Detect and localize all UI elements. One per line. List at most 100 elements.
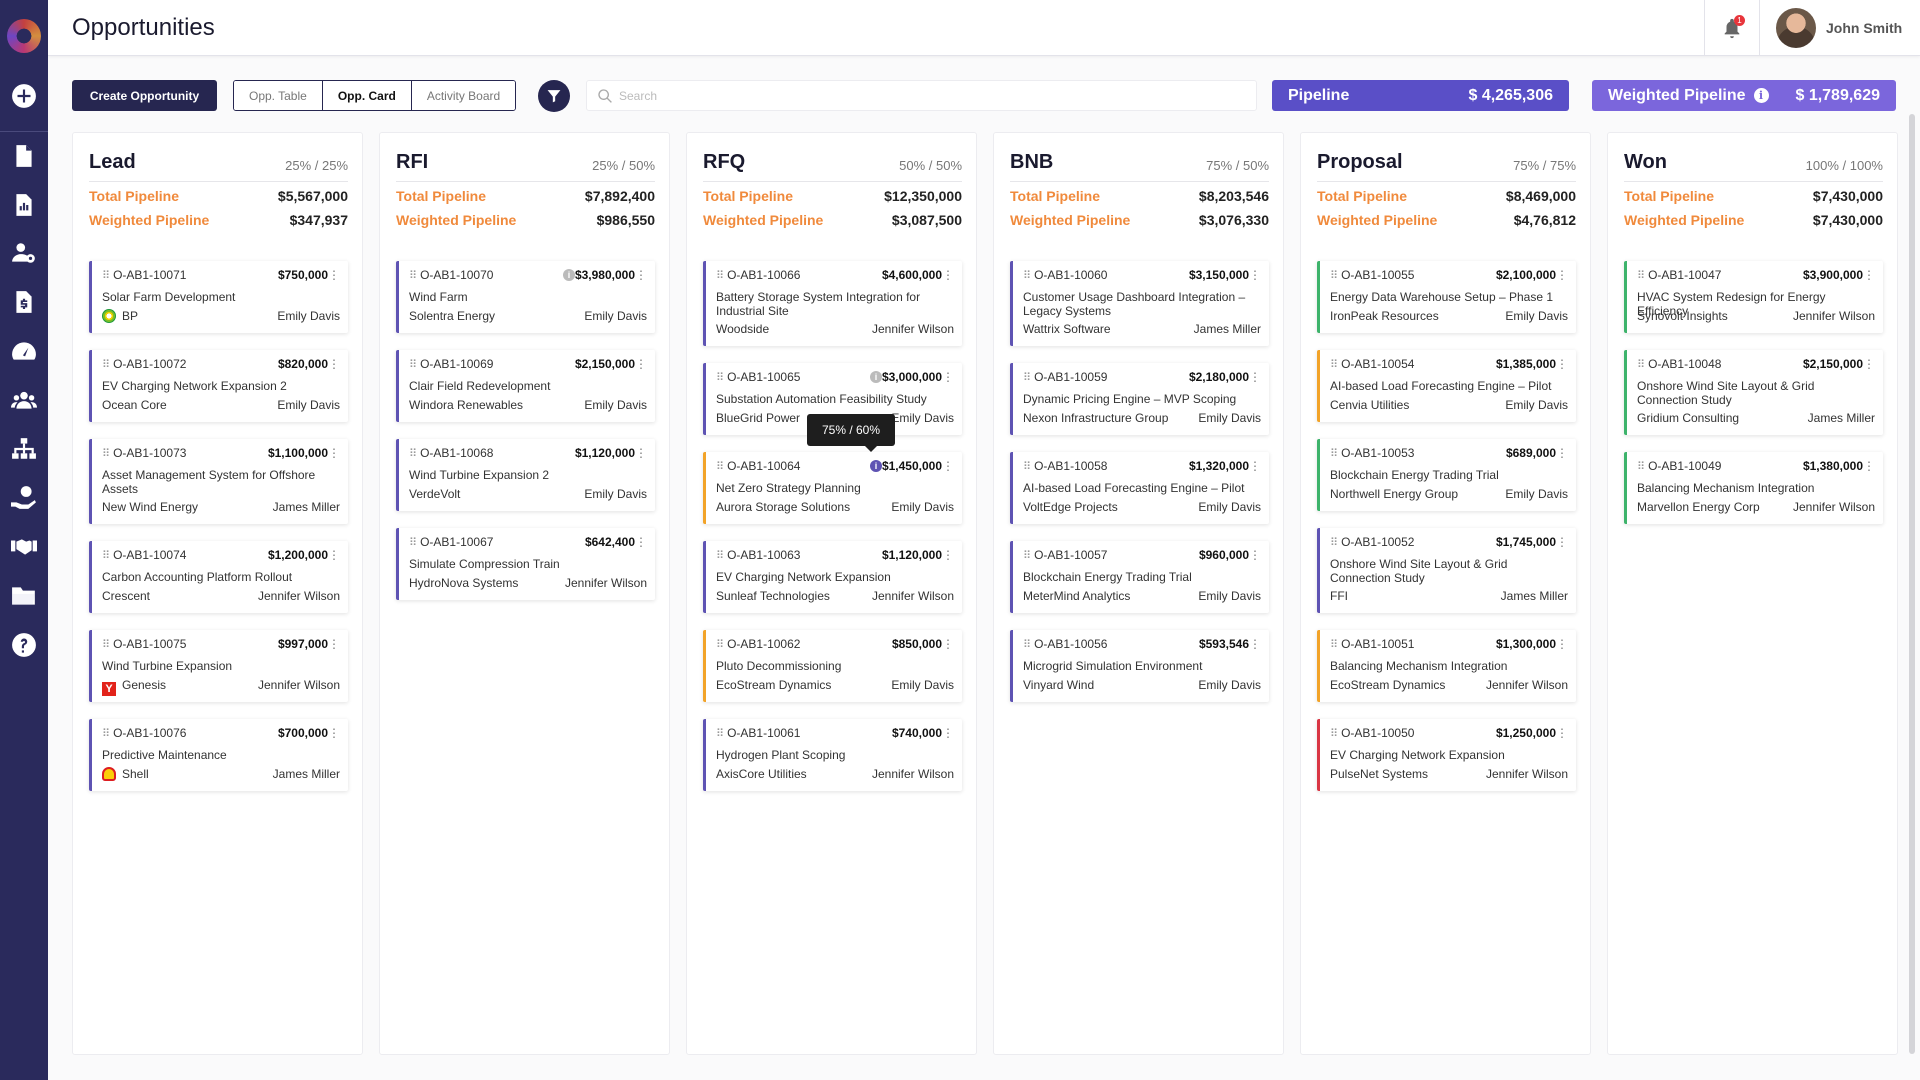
drag-handle-icon[interactable]: ⠿ bbox=[102, 448, 111, 460]
drag-handle-icon[interactable]: ⠿ bbox=[1637, 359, 1646, 371]
more-options-icon[interactable]: ⋮ bbox=[1249, 459, 1261, 473]
drag-handle-icon[interactable]: ⠿ bbox=[716, 639, 725, 651]
team-icon[interactable] bbox=[0, 380, 48, 420]
opportunity-card[interactable]: ⠿ O-AB1-10064 $1,450,000 ⋮ i Net Zero Strateg… bbox=[703, 452, 962, 524]
invoice-icon[interactable] bbox=[0, 282, 48, 322]
opportunity-card[interactable]: ⠿ O-AB1-10071 $750,000 ⋮ Solar Farm Developm… bbox=[89, 261, 348, 333]
more-options-icon[interactable]: ⋮ bbox=[1556, 268, 1568, 282]
opportunity-id[interactable]: O-AB1-10073 bbox=[113, 446, 187, 460]
opportunity-id[interactable]: O-AB1-10075 bbox=[113, 637, 187, 651]
opportunity-card[interactable]: ⠿ O-AB1-10049 $1,380,000 ⋮ Balancing Mechani… bbox=[1624, 452, 1883, 524]
drag-handle-icon[interactable]: ⠿ bbox=[1637, 270, 1646, 282]
more-options-icon[interactable]: ⋮ bbox=[635, 268, 647, 282]
opportunity-card[interactable]: ⠿ O-AB1-10050 $1,250,000 ⋮ EV Charging Netwo… bbox=[1317, 719, 1576, 791]
more-options-icon[interactable]: ⋮ bbox=[635, 357, 647, 371]
opportunity-card[interactable]: ⠿ O-AB1-10062 $850,000 ⋮ Pluto Decommissioni… bbox=[703, 630, 962, 702]
org-chart-icon[interactable] bbox=[0, 429, 48, 469]
opportunity-card[interactable]: ⠿ O-AB1-10063 $1,120,000 ⋮ EV Charging Netwo… bbox=[703, 541, 962, 613]
drag-handle-icon[interactable]: ⠿ bbox=[716, 461, 725, 473]
opportunity-card[interactable]: ⠿ O-AB1-10070 $3,980,000 ⋮ i Wind Farm Solentr… bbox=[396, 261, 655, 333]
folder-icon[interactable] bbox=[0, 576, 48, 616]
opportunity-card[interactable]: ⠿ O-AB1-10058 $1,320,000 ⋮ AI-based Load For… bbox=[1010, 452, 1269, 524]
opportunity-id[interactable]: O-AB1-10053 bbox=[1341, 446, 1415, 460]
more-options-icon[interactable]: ⋮ bbox=[635, 446, 647, 460]
info-icon[interactable]: i bbox=[870, 371, 882, 383]
drag-handle-icon[interactable]: ⠿ bbox=[716, 270, 725, 282]
info-icon[interactable]: i bbox=[870, 460, 882, 472]
opportunity-id[interactable]: O-AB1-10067 bbox=[420, 535, 494, 549]
opportunity-card[interactable]: ⠿ O-AB1-10053 $689,000 ⋮ Blockchain Energy T… bbox=[1317, 439, 1576, 511]
opportunity-card[interactable]: ⠿ O-AB1-10068 $1,120,000 ⋮ Wind Turbine Expa… bbox=[396, 439, 655, 511]
opportunity-id[interactable]: O-AB1-10058 bbox=[1034, 459, 1108, 473]
drag-handle-icon[interactable]: ⠿ bbox=[1330, 639, 1339, 651]
opportunity-id[interactable]: O-AB1-10069 bbox=[420, 357, 494, 371]
opportunity-card[interactable]: ⠿ O-AB1-10047 $3,900,000 ⋮ HVAC System Redes… bbox=[1624, 261, 1883, 333]
more-options-icon[interactable]: ⋮ bbox=[328, 357, 340, 371]
opportunity-card[interactable]: ⠿ O-AB1-10057 $960,000 ⋮ Blockchain Energy T… bbox=[1010, 541, 1269, 613]
opportunity-card[interactable]: ⠿ O-AB1-10048 $2,150,000 ⋮ Onshore Wind Site… bbox=[1624, 350, 1883, 435]
drag-handle-icon[interactable]: ⠿ bbox=[1023, 550, 1032, 562]
add-icon[interactable] bbox=[0, 76, 48, 116]
more-options-icon[interactable]: ⋮ bbox=[1556, 726, 1568, 740]
user-settings-icon[interactable] bbox=[0, 233, 48, 273]
dashboard-icon[interactable] bbox=[0, 331, 48, 371]
opportunity-id[interactable]: O-AB1-10076 bbox=[113, 726, 187, 740]
create-opportunity-button[interactable]: Create Opportunity bbox=[72, 80, 217, 111]
opportunity-card[interactable]: ⠿ O-AB1-10076 $700,000 ⋮ Predictive Maintena… bbox=[89, 719, 348, 791]
more-options-icon[interactable]: ⋮ bbox=[1863, 459, 1875, 473]
search-input[interactable] bbox=[619, 81, 1239, 110]
more-options-icon[interactable]: ⋮ bbox=[1556, 535, 1568, 549]
opportunity-id[interactable]: O-AB1-10071 bbox=[113, 268, 187, 282]
app-logo-icon[interactable] bbox=[7, 19, 41, 53]
opportunity-id[interactable]: O-AB1-10049 bbox=[1648, 459, 1722, 473]
opportunity-card[interactable]: ⠿ O-AB1-10075 $997,000 ⋮ Wind Turbine Expans… bbox=[89, 630, 348, 702]
opportunity-id[interactable]: O-AB1-10047 bbox=[1648, 268, 1722, 282]
opportunity-id[interactable]: O-AB1-10061 bbox=[727, 726, 801, 740]
handshake-icon[interactable] bbox=[0, 527, 48, 567]
drag-handle-icon[interactable]: ⠿ bbox=[409, 270, 418, 282]
more-options-icon[interactable]: ⋮ bbox=[328, 726, 340, 740]
report-icon[interactable] bbox=[0, 185, 48, 225]
drag-handle-icon[interactable]: ⠿ bbox=[1330, 537, 1339, 549]
more-options-icon[interactable]: ⋮ bbox=[942, 268, 954, 282]
money-hand-icon[interactable] bbox=[0, 478, 48, 518]
opportunity-id[interactable]: O-AB1-10059 bbox=[1034, 370, 1108, 384]
more-options-icon[interactable]: ⋮ bbox=[1863, 268, 1875, 282]
more-options-icon[interactable]: ⋮ bbox=[942, 637, 954, 651]
opportunity-id[interactable]: O-AB1-10060 bbox=[1034, 268, 1108, 282]
opportunity-card[interactable]: ⠿ O-AB1-10074 $1,200,000 ⋮ Carbon Accounting… bbox=[89, 541, 348, 613]
drag-handle-icon[interactable]: ⠿ bbox=[102, 550, 111, 562]
drag-handle-icon[interactable]: ⠿ bbox=[1023, 372, 1032, 384]
opportunity-id[interactable]: O-AB1-10057 bbox=[1034, 548, 1108, 562]
drag-handle-icon[interactable]: ⠿ bbox=[1330, 448, 1339, 460]
opportunity-id[interactable]: O-AB1-10063 bbox=[727, 548, 801, 562]
opportunity-card[interactable]: ⠿ O-AB1-10066 $4,600,000 ⋮ Battery Storage S… bbox=[703, 261, 962, 346]
opportunity-card[interactable]: ⠿ O-AB1-10051 $1,300,000 ⋮ Balancing Mechani… bbox=[1317, 630, 1576, 702]
more-options-icon[interactable]: ⋮ bbox=[942, 459, 954, 473]
more-options-icon[interactable]: ⋮ bbox=[1556, 637, 1568, 651]
opportunity-id[interactable]: O-AB1-10062 bbox=[727, 637, 801, 651]
opportunity-card[interactable]: ⠿ O-AB1-10069 $2,150,000 ⋮ Clair Field Redev… bbox=[396, 350, 655, 422]
more-options-icon[interactable]: ⋮ bbox=[1249, 370, 1261, 384]
more-options-icon[interactable]: ⋮ bbox=[942, 370, 954, 384]
notifications-button[interactable]: 1 bbox=[1704, 0, 1760, 56]
opportunity-id[interactable]: O-AB1-10050 bbox=[1341, 726, 1415, 740]
opportunity-id[interactable]: O-AB1-10068 bbox=[420, 446, 494, 460]
drag-handle-icon[interactable]: ⠿ bbox=[102, 728, 111, 740]
info-icon[interactable]: i bbox=[563, 269, 575, 281]
drag-handle-icon[interactable]: ⠿ bbox=[1023, 461, 1032, 473]
opportunity-id[interactable]: O-AB1-10064 bbox=[727, 459, 801, 473]
more-options-icon[interactable]: ⋮ bbox=[942, 548, 954, 562]
drag-handle-icon[interactable]: ⠿ bbox=[716, 372, 725, 384]
more-options-icon[interactable]: ⋮ bbox=[328, 637, 340, 651]
opportunity-card[interactable]: ⠿ O-AB1-10059 $2,180,000 ⋮ Dynamic Pricing E… bbox=[1010, 363, 1269, 435]
drag-handle-icon[interactable]: ⠿ bbox=[102, 639, 111, 651]
drag-handle-icon[interactable]: ⠿ bbox=[1330, 359, 1339, 371]
avatar[interactable] bbox=[1776, 8, 1816, 48]
more-options-icon[interactable]: ⋮ bbox=[1556, 357, 1568, 371]
more-options-icon[interactable]: ⋮ bbox=[1863, 357, 1875, 371]
opportunity-card[interactable]: ⠿ O-AB1-10072 $820,000 ⋮ EV Charging Network… bbox=[89, 350, 348, 422]
more-options-icon[interactable]: ⋮ bbox=[328, 548, 340, 562]
drag-handle-icon[interactable]: ⠿ bbox=[1023, 270, 1032, 282]
more-options-icon[interactable]: ⋮ bbox=[1556, 446, 1568, 460]
